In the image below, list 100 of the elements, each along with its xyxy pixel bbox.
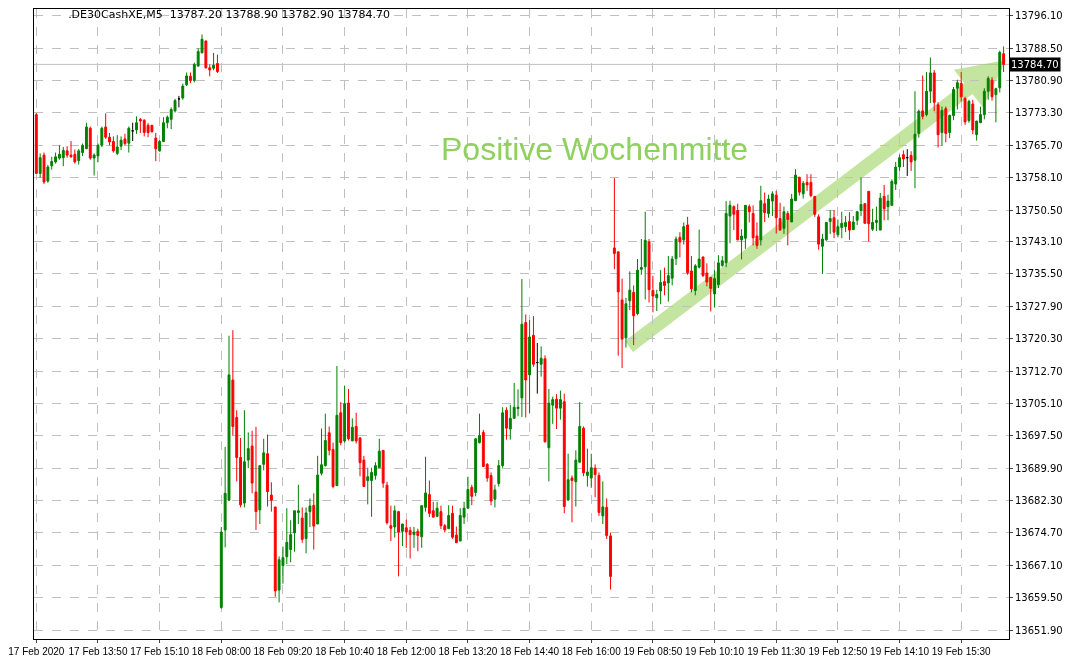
candlestick <box>801 180 805 200</box>
candlestick <box>242 409 246 508</box>
candlestick <box>135 115 138 135</box>
candlestick <box>189 71 192 84</box>
candlestick <box>967 99 971 124</box>
candlestick <box>663 267 666 296</box>
y-tick-label: 13689.90 <box>1015 462 1063 474</box>
candlestick <box>528 319 532 414</box>
candlestick <box>535 342 539 395</box>
candlestick <box>867 190 871 243</box>
candlestick <box>435 501 439 518</box>
candlestick <box>416 528 420 552</box>
candlestick <box>520 278 524 418</box>
candlestick <box>955 79 959 111</box>
candlestick <box>88 126 92 161</box>
candlestick <box>940 106 944 147</box>
x-tick-label: 19 Feb 11:30 <box>747 646 806 657</box>
x-tick-label: 19 Feb 08:50 <box>623 646 683 657</box>
candlestick <box>65 145 69 159</box>
candlestick <box>524 313 528 418</box>
candlestick <box>254 426 258 531</box>
candlestick <box>851 215 855 231</box>
candlestick <box>42 152 46 185</box>
candlestick <box>447 504 451 530</box>
candlestick <box>582 425 585 477</box>
candlestick <box>347 388 350 441</box>
y-tick-label: 13697.50 <box>1015 430 1063 442</box>
candlestick <box>797 176 801 197</box>
y-tick-label: 13720.30 <box>1015 333 1063 345</box>
y-tick-label: 13788.50 <box>1015 42 1063 54</box>
candlestick <box>971 99 975 135</box>
x-tick-label: 17 Feb 13:50 <box>68 646 128 657</box>
candlestick <box>212 52 216 71</box>
candlestick <box>316 455 320 525</box>
candlestick <box>38 152 42 179</box>
x-tick-label: 18 Feb 10:40 <box>315 646 375 657</box>
candlestick <box>451 505 454 540</box>
candlestick <box>736 203 740 241</box>
candlestick <box>840 211 844 239</box>
candlestick <box>131 122 135 142</box>
candlestick <box>397 510 401 577</box>
candlestick <box>215 54 219 74</box>
candlestick <box>555 393 559 430</box>
candlestick <box>817 213 821 251</box>
candlestick <box>786 210 790 246</box>
candlestick <box>439 505 443 530</box>
candlestick <box>770 190 774 217</box>
candlestick <box>123 133 127 146</box>
candlestick <box>412 526 416 549</box>
candlestick <box>994 87 998 123</box>
y-tick-label: 13758.10 <box>1015 172 1063 184</box>
candlestick <box>119 135 123 151</box>
x-tick-label: 19 Feb 12:50 <box>808 646 868 657</box>
x-tick-label: 19 Feb 14:10 <box>870 646 930 657</box>
candlestick <box>990 76 994 102</box>
y-tick-label: 13743.10 <box>1015 236 1063 248</box>
candlestick <box>300 506 304 544</box>
candlestick <box>127 126 131 154</box>
annotation: Positive Wochenmitte <box>441 131 749 167</box>
candlestick <box>751 204 755 246</box>
candlestick <box>138 117 142 134</box>
ref-line-label: 13784.70 <box>1011 59 1059 70</box>
x-tick-label: 18 Feb 08:00 <box>191 646 252 657</box>
candlestick <box>882 184 886 221</box>
y-tick-label: 13727.90 <box>1015 300 1063 312</box>
candlestick <box>34 112 38 175</box>
y-tick-label: 13796.10 <box>1015 10 1063 22</box>
x-tick-label: 17 Feb 2020 <box>8 646 65 657</box>
candlestick <box>763 192 767 223</box>
y-tick-label: 13750.50 <box>1015 204 1063 216</box>
candlestick <box>273 506 277 598</box>
candlestick <box>219 526 223 610</box>
x-tick-label: 18 Feb 13:20 <box>438 646 498 657</box>
y-tick-label: 13667.10 <box>1015 559 1063 571</box>
y-tick-label: 13765.70 <box>1015 139 1063 151</box>
candlestick <box>562 393 566 514</box>
candlestick <box>266 434 269 508</box>
candlestick <box>871 208 875 232</box>
candlestick <box>782 206 786 235</box>
candlestick <box>585 448 589 488</box>
y-tick-label: 13705.10 <box>1015 397 1063 409</box>
candlestick <box>682 221 686 246</box>
candlestick <box>185 71 189 87</box>
x-tick-label: 18 Feb 12:00 <box>376 646 437 657</box>
candlestick <box>589 453 593 489</box>
candlestick <box>832 209 836 239</box>
candlestick <box>335 365 339 487</box>
candlestick <box>61 146 65 167</box>
candlestick <box>312 492 316 551</box>
x-tick-label: 18 Feb 09:20 <box>253 646 313 657</box>
candlestick <box>505 406 508 441</box>
candlestick <box>146 122 150 138</box>
candlestick <box>848 211 851 241</box>
y-tick-label: 13735.50 <box>1015 268 1063 280</box>
candlestick <box>909 150 913 172</box>
candlestick <box>177 95 181 108</box>
candlestick <box>643 211 647 301</box>
x-tick-label: 19 Feb 15:30 <box>931 646 992 657</box>
candlestick <box>921 74 925 120</box>
candlestick <box>913 90 917 189</box>
